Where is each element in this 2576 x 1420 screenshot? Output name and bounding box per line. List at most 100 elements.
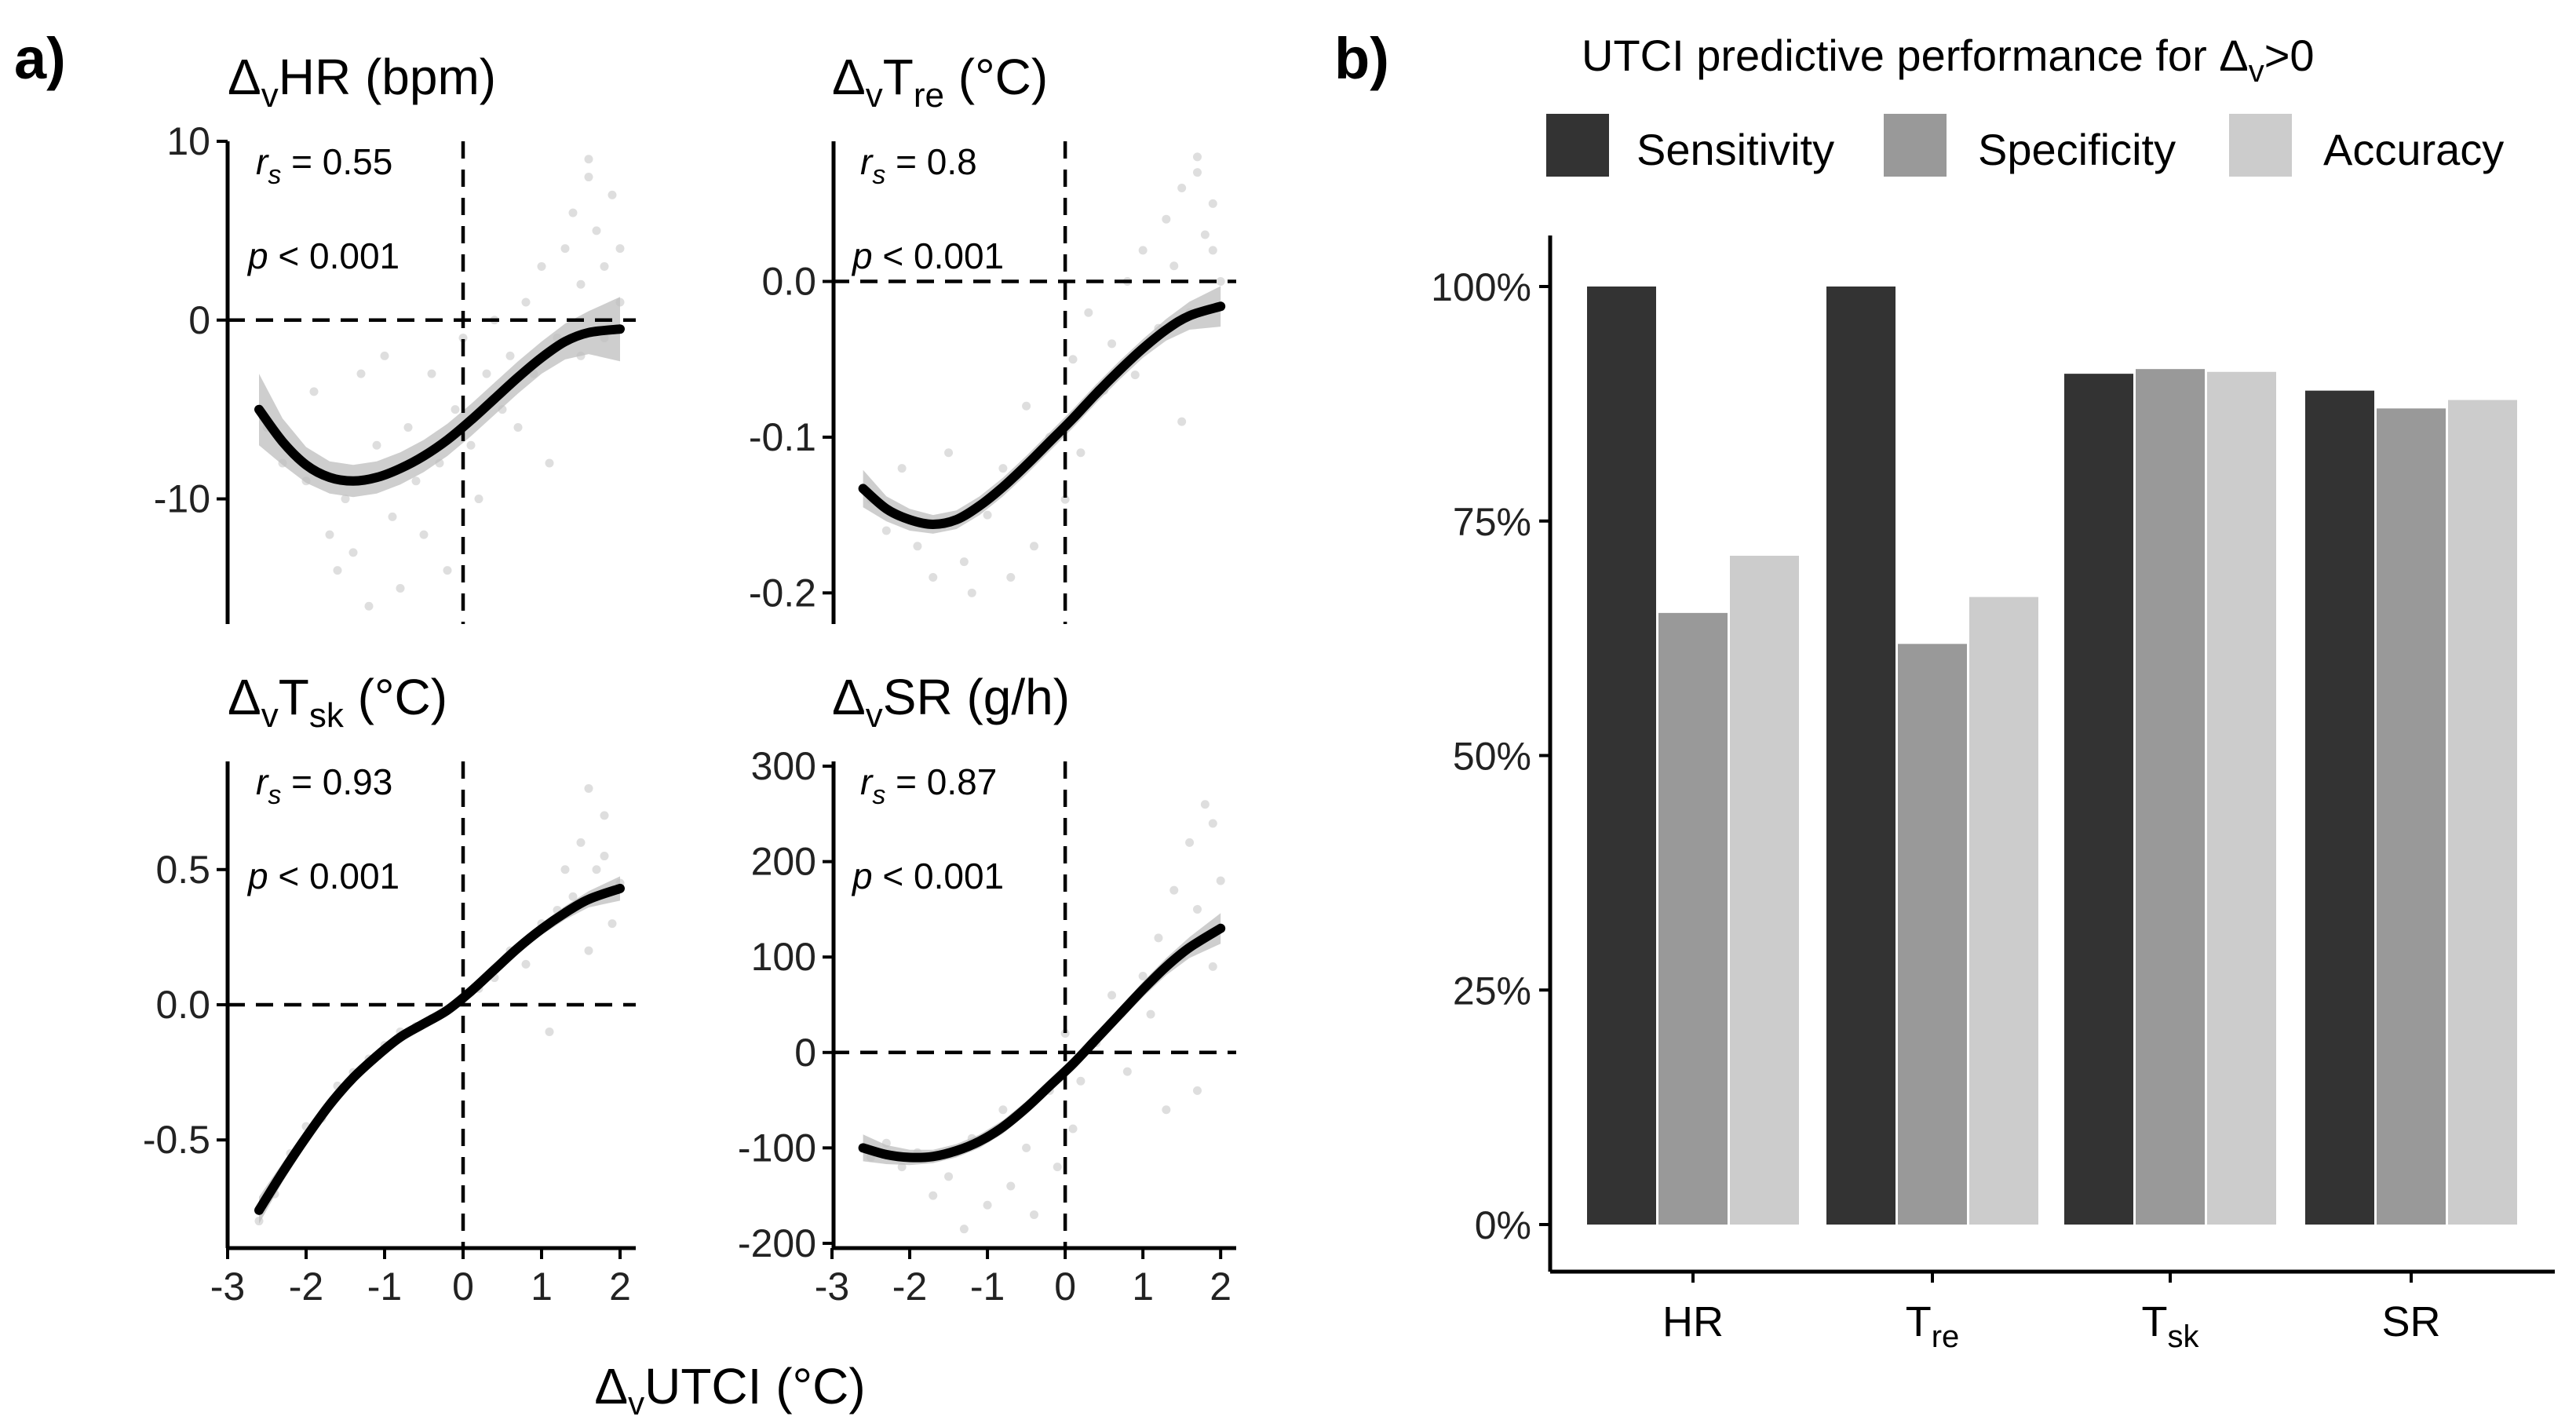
bar-chart-title-pre: UTCI predictive performance for — [1582, 31, 2219, 80]
data-point — [1076, 448, 1085, 458]
data-point — [513, 422, 523, 432]
bar-chart-title-delta-sub: v — [2249, 54, 2264, 89]
subplot-skin-temperature: ΔvTsk (°C) -0.5 0.0 0.5 -3 -2 -1 0 1 2 rs = 0.93 p … — [143, 669, 636, 1309]
data-point — [505, 351, 515, 360]
data-point — [1006, 572, 1016, 582]
data-point — [388, 512, 397, 521]
bar-y-tick-label: 0% — [1475, 1203, 1531, 1247]
x-tick-label: -2 — [892, 1265, 927, 1309]
subplot-title-sub: re — [914, 76, 944, 115]
data-point — [560, 244, 570, 254]
bar-accuracy-1 — [1730, 555, 1799, 1225]
data-point — [560, 865, 570, 874]
subplot-title-main: T — [883, 49, 914, 105]
data-point — [1192, 904, 1202, 914]
spearman-symbol: r — [860, 761, 874, 802]
data-point — [427, 369, 436, 378]
data-point — [568, 892, 578, 901]
data-point — [1107, 339, 1117, 349]
x-tick-label: 1 — [531, 1265, 553, 1309]
spearman-annotation: rs = 0.93 — [256, 761, 392, 810]
spearman-annotation: rs = 0.87 — [860, 761, 997, 810]
legend-label: Specificity — [1978, 125, 2176, 174]
subplot-title: ΔvSR (g/h) — [832, 669, 1070, 735]
spearman-symbol: r — [860, 141, 874, 182]
subplot-title-sub: sk — [309, 696, 345, 735]
data-point — [1177, 184, 1187, 193]
subplot-title-delta-sub: v — [866, 696, 883, 735]
data-point — [341, 495, 350, 504]
legend-label: Sensitivity — [1636, 125, 1834, 174]
data-point — [967, 588, 976, 597]
data-point — [1162, 1105, 1171, 1115]
smooth-fit-line — [858, 923, 1226, 1163]
subplot-title-main: SR (g/h) — [883, 669, 1070, 725]
data-point — [521, 959, 531, 969]
data-point — [1208, 819, 1217, 828]
p-value-annotation: p < 0.001 — [851, 856, 1004, 896]
data-point — [944, 1172, 954, 1181]
bar-specificity-4 — [2377, 408, 2446, 1225]
legend-item-sensitivity: Sensitivity — [1546, 114, 1834, 177]
data-point — [521, 298, 531, 307]
bar-accuracy-2 — [1969, 597, 2038, 1225]
y-tick-label: -0.5 — [143, 1118, 210, 1162]
spearman-sub: s — [872, 780, 885, 810]
data-point — [959, 1225, 969, 1234]
data-point — [576, 838, 586, 847]
data-point — [897, 464, 907, 473]
data-point — [1053, 1163, 1062, 1172]
x-tick-label: 0 — [452, 1265, 474, 1309]
y-tick-label: 0.0 — [155, 983, 210, 1027]
data-point — [1208, 199, 1217, 208]
data-point — [545, 1027, 554, 1036]
p-symbol: p — [246, 235, 268, 276]
data-point — [380, 351, 389, 360]
spearman-sub: s — [268, 780, 281, 810]
x-tick-label: 1 — [1132, 1265, 1154, 1309]
data-point — [1192, 152, 1202, 162]
subplot-title-delta-sub: v — [261, 696, 279, 735]
data-point — [608, 919, 617, 929]
data-point — [897, 1163, 907, 1172]
x-tick-label: -2 — [289, 1265, 323, 1309]
data-point — [1084, 308, 1093, 317]
data-point — [913, 542, 922, 551]
bar-category-label: Tre — [1906, 1298, 1960, 1354]
bar-y-tick-label: 100% — [1431, 265, 1531, 309]
y-tick-label: 0 — [794, 1031, 816, 1075]
data-point — [1130, 371, 1140, 380]
data-point — [1154, 933, 1163, 943]
data-point — [1076, 1076, 1085, 1086]
spearman-annotation: rs = 0.55 — [256, 141, 392, 190]
data-point — [608, 190, 617, 199]
bar-specificity-1 — [1658, 612, 1728, 1225]
spearman-sub: s — [268, 160, 281, 190]
bar-chart-title-delta: Δ — [2219, 31, 2248, 80]
legend-item-accuracy: Accuracy — [2229, 114, 2504, 177]
bar-specificity-3 — [2136, 369, 2205, 1225]
subplot-title-delta: Δ — [228, 49, 261, 105]
data-point — [615, 244, 625, 254]
data-point — [1030, 1210, 1038, 1219]
data-point — [1138, 246, 1148, 255]
data-point — [411, 476, 421, 486]
x-tick-label: -3 — [815, 1265, 849, 1309]
data-point — [1169, 261, 1179, 271]
panel-label-a: a) — [14, 26, 66, 91]
x-axis-label-delta-sub: v — [628, 1385, 644, 1420]
subplot-title: ΔvTre (°C) — [832, 49, 1048, 115]
confidence-ribbon — [863, 286, 1221, 534]
smooth-fit-line — [254, 324, 625, 486]
confidence-ribbon — [863, 913, 1221, 1166]
y-tick-label: 0.0 — [761, 260, 816, 304]
legend-swatch — [2229, 114, 2292, 177]
bar-category-sub: re — [1932, 1320, 1960, 1354]
data-point — [348, 548, 358, 557]
panel-label-b: b) — [1334, 26, 1389, 91]
data-point — [474, 495, 483, 504]
spearman-sub: s — [872, 160, 885, 190]
data-point — [929, 572, 938, 582]
x-tick-label: -1 — [970, 1265, 1005, 1309]
data-point — [482, 369, 491, 378]
